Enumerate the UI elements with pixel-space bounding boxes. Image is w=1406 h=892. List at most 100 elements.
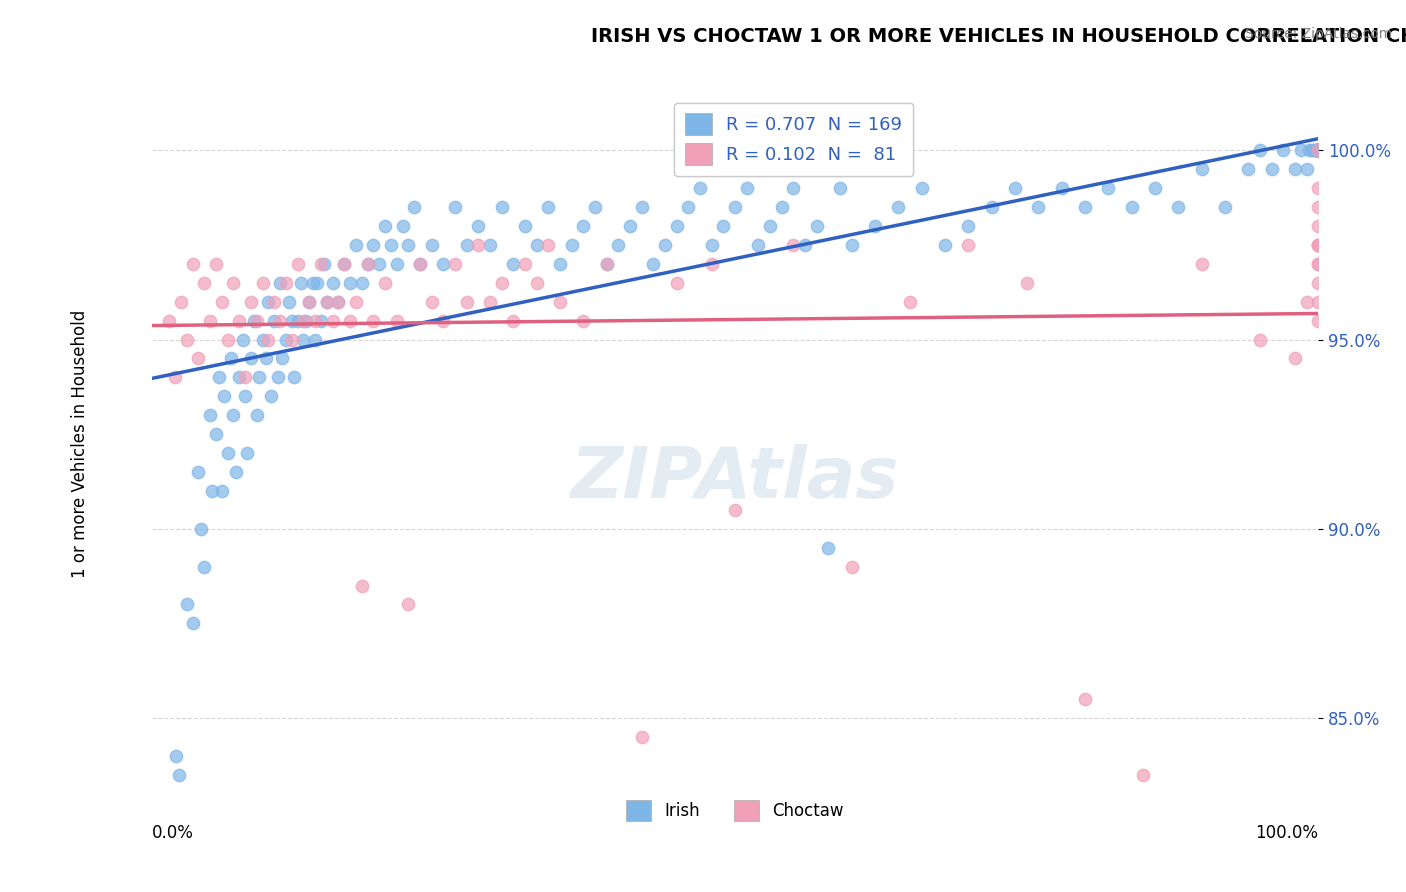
Point bbox=[170, 294, 193, 309]
Point bbox=[1308, 144, 1330, 158]
Point bbox=[1289, 144, 1312, 158]
Point bbox=[1308, 144, 1330, 158]
Point bbox=[700, 238, 723, 252]
Point bbox=[1308, 144, 1330, 158]
Point bbox=[724, 503, 747, 517]
Point bbox=[1303, 144, 1326, 158]
Point bbox=[1308, 144, 1330, 158]
Point bbox=[1308, 144, 1330, 158]
Point bbox=[374, 276, 396, 290]
Point bbox=[391, 219, 413, 233]
Point bbox=[1308, 144, 1330, 158]
Point bbox=[735, 181, 758, 195]
Point bbox=[322, 313, 344, 327]
Point bbox=[217, 446, 239, 460]
Point bbox=[665, 276, 688, 290]
Point bbox=[689, 181, 711, 195]
Point bbox=[315, 294, 337, 309]
Point bbox=[1260, 162, 1282, 177]
Point bbox=[205, 427, 228, 442]
Point bbox=[287, 313, 309, 327]
Point bbox=[1308, 144, 1330, 158]
Point bbox=[283, 370, 305, 384]
Point bbox=[1308, 144, 1330, 158]
Point bbox=[782, 181, 804, 195]
Point bbox=[211, 294, 233, 309]
Point bbox=[409, 257, 432, 271]
Point bbox=[385, 257, 408, 271]
Point bbox=[201, 483, 224, 498]
Point bbox=[339, 313, 361, 327]
Point bbox=[176, 333, 198, 347]
Point bbox=[724, 200, 747, 214]
Point bbox=[267, 370, 290, 384]
Point bbox=[537, 238, 560, 252]
Point bbox=[1308, 257, 1330, 271]
Point bbox=[841, 238, 863, 252]
Point bbox=[217, 333, 239, 347]
Point bbox=[176, 598, 198, 612]
Point bbox=[309, 313, 332, 327]
Point bbox=[1050, 181, 1073, 195]
Point bbox=[247, 370, 270, 384]
Point bbox=[396, 238, 419, 252]
Point bbox=[292, 333, 315, 347]
Point bbox=[572, 219, 595, 233]
Point bbox=[1308, 144, 1330, 158]
Point bbox=[298, 294, 321, 309]
Point bbox=[1308, 144, 1330, 158]
Point bbox=[479, 294, 502, 309]
Point bbox=[502, 257, 524, 271]
Point bbox=[911, 181, 934, 195]
Point bbox=[1308, 276, 1330, 290]
Point bbox=[700, 257, 723, 271]
Point bbox=[420, 294, 443, 309]
Point bbox=[257, 294, 280, 309]
Point bbox=[841, 559, 863, 574]
Point bbox=[294, 313, 316, 327]
Point bbox=[271, 351, 294, 366]
Point bbox=[1308, 144, 1330, 158]
Text: 0.0%: 0.0% bbox=[152, 824, 194, 842]
Point bbox=[828, 181, 851, 195]
Point bbox=[1308, 200, 1330, 214]
Point bbox=[252, 333, 274, 347]
Point bbox=[1305, 144, 1327, 158]
Point bbox=[350, 276, 373, 290]
Point bbox=[502, 313, 524, 327]
Point bbox=[1015, 276, 1038, 290]
Point bbox=[654, 238, 676, 252]
Point bbox=[1308, 238, 1330, 252]
Point bbox=[1308, 144, 1330, 158]
Point bbox=[246, 409, 269, 423]
Point bbox=[298, 294, 321, 309]
Point bbox=[1308, 144, 1330, 158]
Point bbox=[643, 257, 665, 271]
Point bbox=[548, 257, 571, 271]
Point bbox=[1308, 181, 1330, 195]
Point bbox=[630, 200, 652, 214]
Point bbox=[356, 257, 378, 271]
Point bbox=[794, 238, 817, 252]
Point bbox=[1308, 144, 1330, 158]
Point bbox=[205, 257, 228, 271]
Point bbox=[432, 313, 454, 327]
Point bbox=[1308, 144, 1330, 158]
Point bbox=[898, 294, 921, 309]
Point bbox=[444, 257, 467, 271]
Point bbox=[315, 294, 337, 309]
Point bbox=[1298, 144, 1320, 158]
Point bbox=[165, 748, 187, 763]
Point bbox=[165, 370, 187, 384]
Point bbox=[596, 257, 619, 271]
Point bbox=[280, 313, 302, 327]
Point bbox=[374, 219, 396, 233]
Point bbox=[385, 313, 408, 327]
Point bbox=[619, 219, 641, 233]
Point bbox=[309, 257, 332, 271]
Point bbox=[1308, 219, 1330, 233]
Point bbox=[456, 294, 478, 309]
Point bbox=[211, 483, 233, 498]
Point bbox=[782, 238, 804, 252]
Point bbox=[1308, 144, 1330, 158]
